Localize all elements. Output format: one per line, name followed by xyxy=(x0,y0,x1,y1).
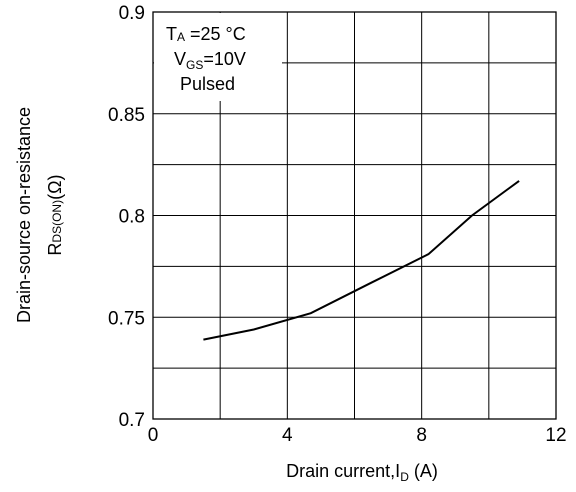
annotation-vgs: VGS=10V xyxy=(174,49,246,72)
ylabel-sub: DS(ON) xyxy=(50,200,64,243)
vgs-main: V xyxy=(174,49,186,69)
y-axis-label-line1: Drain-source on-resistance xyxy=(14,107,34,323)
x-tick-label: 4 xyxy=(282,425,293,446)
y-tick-label: 0.9 xyxy=(119,3,145,24)
annotation-temperature: TA =25 °C xyxy=(166,24,246,44)
temp-sub: A xyxy=(177,30,185,44)
y-axis-label-line2: RDS(ON)(Ω) xyxy=(45,174,65,255)
ylabel-main: R xyxy=(45,243,65,256)
xlabel-unit: (A) xyxy=(414,461,438,481)
series-line xyxy=(203,180,520,341)
plot-frame xyxy=(152,11,557,420)
y-tick-label: 0.85 xyxy=(108,105,145,126)
vgs-sub: GS xyxy=(186,58,203,72)
vgs-rest: =10V xyxy=(203,49,246,69)
y-tick-label: 0.75 xyxy=(108,308,145,329)
x-axis-label: Drain current,ID (A) xyxy=(286,461,438,484)
y-tick-label: 0.7 xyxy=(119,410,145,431)
y-tick-label: 0.8 xyxy=(119,207,145,228)
x-tick-label: 12 xyxy=(545,425,566,446)
x-tick-label: 0 xyxy=(148,425,159,446)
annotation-backdrop xyxy=(154,13,282,101)
xlabel-main: Drain current,I xyxy=(286,461,400,481)
y-axis-label: Drain-source on-resistance RDS(ON)(Ω) xyxy=(14,107,65,323)
xlabel-sub: D xyxy=(400,470,409,484)
annotation-pulsed: Pulsed xyxy=(180,74,235,94)
temp-main: T xyxy=(166,24,177,44)
ylabel-unit: (Ω) xyxy=(45,174,65,199)
tick-labels: 0 4 8 12 0.7 0.75 0.8 0.85 0.9 xyxy=(108,3,567,446)
temp-rest: =25 °C xyxy=(185,24,246,44)
x-tick-label: 8 xyxy=(416,425,427,446)
